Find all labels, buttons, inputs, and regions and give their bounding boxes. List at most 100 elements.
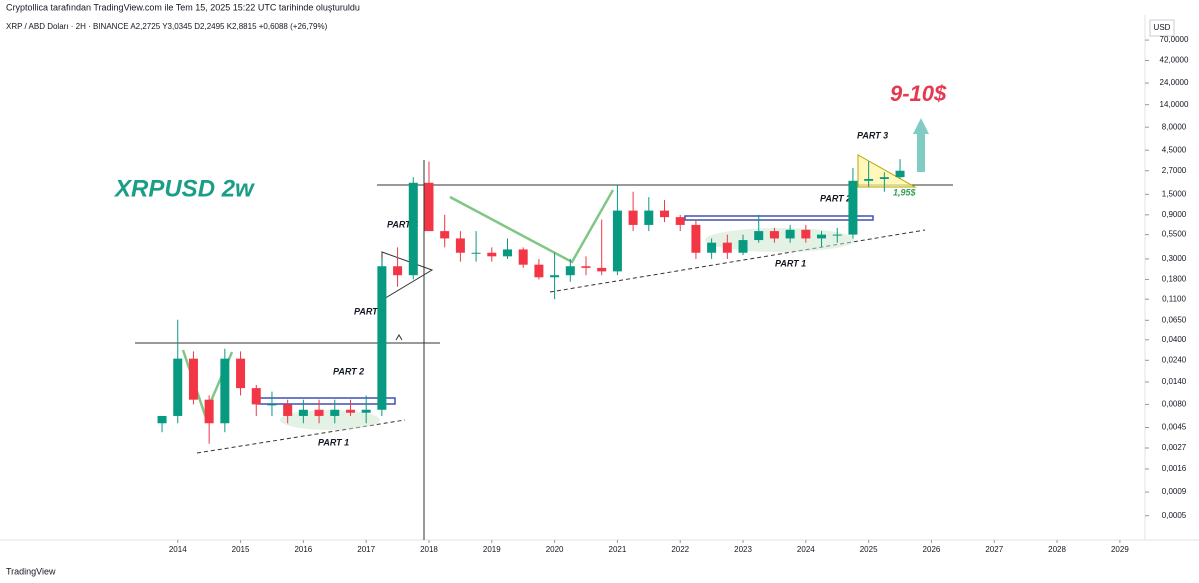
x-tick-label: 2028 bbox=[1048, 545, 1066, 554]
candle-body bbox=[848, 180, 858, 235]
target-label: 9-10$ bbox=[890, 81, 947, 106]
y-tick-label: 4,5000 bbox=[1162, 145, 1187, 154]
y-tick-label: 0,0016 bbox=[1162, 464, 1187, 473]
y-tick-label: 14,0000 bbox=[1160, 100, 1189, 109]
candle-body bbox=[377, 266, 387, 410]
candle-body bbox=[188, 358, 198, 400]
y-tick-label: 0,0650 bbox=[1162, 315, 1187, 324]
candle-body bbox=[612, 210, 622, 272]
trendline bbox=[549, 229, 926, 293]
candle-body bbox=[408, 182, 418, 276]
candle-body bbox=[361, 409, 371, 413]
candle-body bbox=[675, 217, 685, 225]
x-tick-label: 2016 bbox=[294, 545, 312, 554]
part-label: PART 2 bbox=[820, 193, 851, 203]
candle-body bbox=[173, 358, 183, 416]
candle-body bbox=[393, 266, 403, 276]
y-tick-label: 0,3000 bbox=[1162, 254, 1187, 263]
y-tick-label: 8,0000 bbox=[1162, 122, 1187, 131]
candle-body bbox=[817, 234, 827, 239]
y-tick-label: 0,1100 bbox=[1162, 294, 1186, 303]
candle-body bbox=[471, 252, 481, 254]
target-arrow bbox=[913, 118, 929, 172]
y-tick-label: 0,5500 bbox=[1162, 230, 1187, 239]
candle-body bbox=[769, 231, 779, 239]
candle-body bbox=[691, 224, 701, 253]
x-tick-label: 2021 bbox=[609, 545, 627, 554]
candle-body bbox=[424, 182, 434, 232]
candle-body bbox=[738, 240, 748, 253]
candle-body bbox=[581, 266, 591, 268]
y-tick-label: 0,1800 bbox=[1162, 275, 1187, 284]
candle-body bbox=[157, 415, 167, 424]
y-tick-label: 2,7000 bbox=[1162, 166, 1187, 175]
range-box bbox=[684, 215, 874, 221]
part-label: PART 4 bbox=[387, 219, 418, 229]
y-tick-label: 0,0140 bbox=[1162, 377, 1187, 386]
y-tick-label: 1,5000 bbox=[1162, 189, 1187, 198]
candle-body bbox=[487, 252, 497, 257]
candle-body bbox=[236, 358, 246, 389]
y-tick-label: 0,0009 bbox=[1162, 487, 1187, 496]
y-tick-label: 0,0005 bbox=[1162, 511, 1187, 520]
x-tick-label: 2023 bbox=[734, 545, 752, 554]
x-tick-label: 2020 bbox=[546, 545, 564, 554]
chart-label: XRPUSD 2w bbox=[113, 175, 255, 202]
x-tick-label: 2018 bbox=[420, 545, 438, 554]
candle-body bbox=[785, 229, 795, 239]
unit-label: USD bbox=[1154, 23, 1171, 32]
candle-body bbox=[314, 409, 324, 416]
x-tick-label: 2027 bbox=[985, 545, 1003, 554]
y-tick-label: 70,0000 bbox=[1160, 35, 1189, 44]
candle-body bbox=[597, 267, 607, 272]
y-tick-label: 0,0080 bbox=[1162, 400, 1187, 409]
y-tick-label: 0,0045 bbox=[1162, 423, 1187, 432]
status-line: XRP / ABD Doları · 2H · BINANCE A2,2725 … bbox=[6, 22, 328, 31]
x-tick-label: 2029 bbox=[1111, 545, 1129, 554]
y-tick-label: 0,9000 bbox=[1162, 210, 1187, 219]
part-label: PART 2 bbox=[333, 366, 364, 376]
candle-body bbox=[644, 210, 654, 225]
x-tick-label: 2015 bbox=[232, 545, 250, 554]
y-tick-label: 42,0000 bbox=[1160, 56, 1189, 65]
candle-body bbox=[455, 238, 465, 253]
up-arrow bbox=[395, 334, 403, 341]
candle-body bbox=[801, 229, 811, 239]
x-tick-label: 2019 bbox=[483, 545, 501, 554]
zigzag bbox=[449, 189, 615, 264]
candle-body bbox=[534, 264, 544, 278]
candle-body bbox=[298, 409, 308, 416]
part-label: PART 3 bbox=[857, 130, 888, 140]
attribution: Cryptollica tarafından TradingView.com i… bbox=[6, 2, 360, 12]
candle-body bbox=[660, 210, 670, 218]
x-tick-label: 2026 bbox=[923, 545, 941, 554]
x-tick-label: 2024 bbox=[797, 545, 815, 554]
support-label: 1,95$ bbox=[893, 187, 917, 197]
y-tick-label: 0,0400 bbox=[1162, 335, 1187, 344]
y-tick-label: 24,0000 bbox=[1160, 78, 1189, 87]
x-tick-label: 2025 bbox=[860, 545, 878, 554]
candle-body bbox=[722, 242, 732, 253]
candle-body bbox=[864, 178, 874, 181]
candle-body bbox=[832, 234, 842, 236]
candle-body bbox=[707, 242, 717, 253]
candle-body bbox=[440, 231, 450, 239]
footer-brand: TradingView bbox=[6, 566, 56, 576]
part-label: PART 1 bbox=[775, 258, 806, 268]
part-label: PART 3 bbox=[354, 306, 385, 316]
candle-body bbox=[550, 275, 560, 278]
candle-body bbox=[754, 231, 764, 241]
candle-body bbox=[345, 409, 355, 413]
candle-body bbox=[895, 170, 905, 178]
part-label: PART 1 bbox=[318, 437, 349, 447]
candle-body bbox=[220, 358, 230, 424]
unit-box[interactable] bbox=[1149, 19, 1175, 37]
x-tick-label: 2022 bbox=[671, 545, 689, 554]
candle-body bbox=[565, 266, 575, 276]
candle-body bbox=[267, 404, 277, 406]
candle-body bbox=[502, 249, 512, 257]
y-tick-label: 0,0240 bbox=[1162, 355, 1187, 364]
y-tick-label: 0,0027 bbox=[1162, 443, 1187, 452]
